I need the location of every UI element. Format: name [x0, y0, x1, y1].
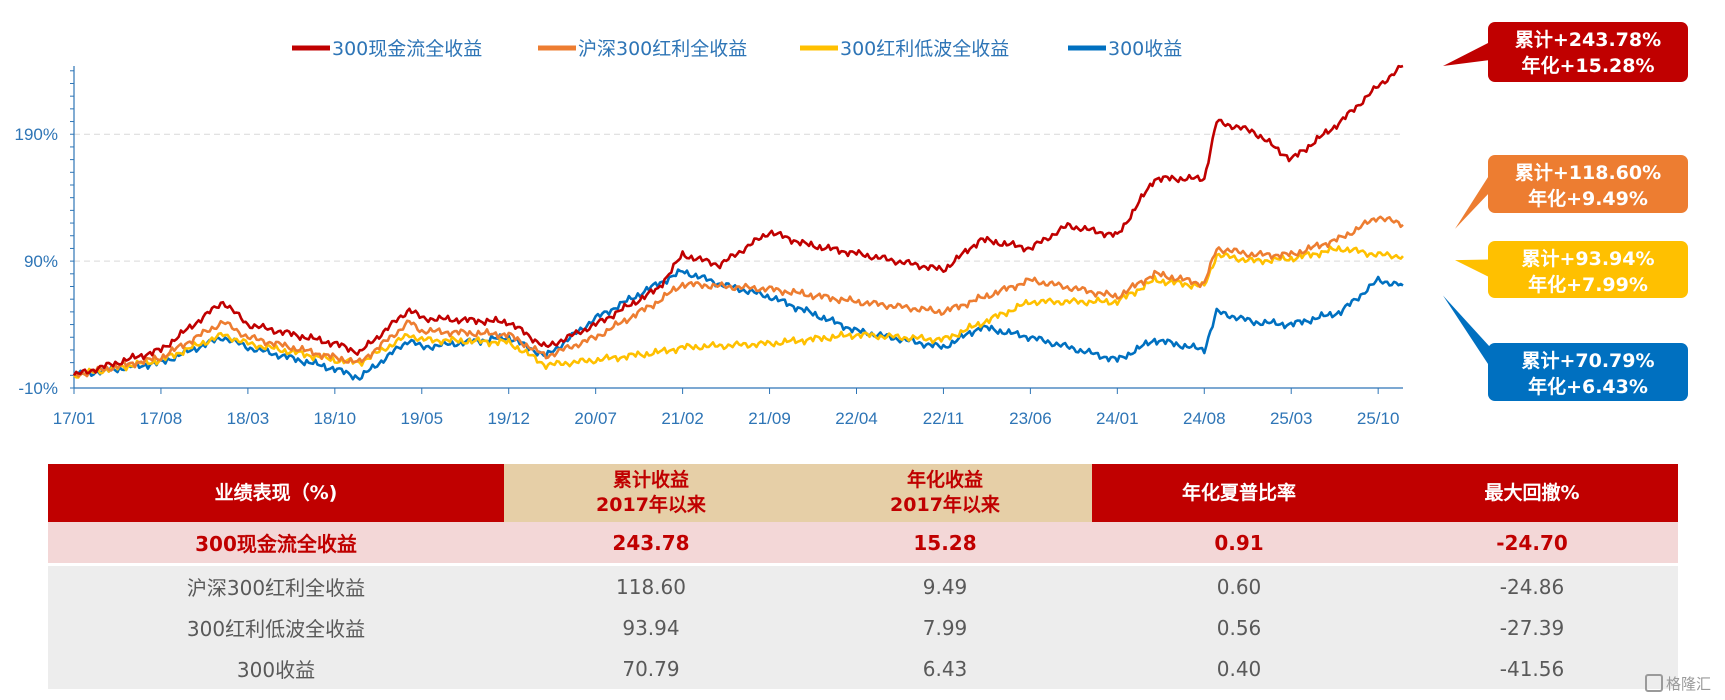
glh-logo-icon: [1644, 674, 1663, 692]
cumulative-value: 93.94: [504, 607, 798, 648]
series-line-1: [72, 64, 1404, 377]
watermark-text: 格隆汇: [1665, 675, 1711, 693]
annualized-value: 7.99: [798, 607, 1092, 648]
series-lines: [72, 64, 1404, 381]
callout-pointer: [1455, 259, 1490, 278]
annualized-value: 6.43: [798, 648, 1092, 689]
x-tick-label: 19/12: [487, 409, 530, 428]
callout-cumulative: 累计+243.78%: [1515, 29, 1661, 51]
x-tick-label: 21/09: [748, 409, 791, 428]
x-tick-label: 22/11: [923, 409, 964, 428]
legend: 300现金流全收益 沪深300红利全收益 300红利低波全收益 300收益: [292, 38, 1182, 60]
header-performance: 业绩表现（%): [48, 464, 504, 522]
header-annualized-return: 年化收益 2017年以来: [798, 464, 1092, 522]
series-line-3: [73, 245, 1404, 379]
header-cumulative-return: 累计收益 2017年以来: [504, 464, 798, 522]
callout-pointer: [1455, 174, 1490, 229]
header-sharpe-ratio: 年化夏普比率: [1092, 464, 1386, 522]
callout-1: 累计+243.78% 年化+15.28%: [1443, 22, 1688, 82]
axes: -10% 90% 190% 17/01 17/08 18/03 18/10 19/05 19/1…: [15, 66, 1403, 428]
legend-label: 沪深300红利全收益: [578, 38, 747, 60]
drawdown-value: -41.56: [1386, 648, 1678, 689]
watermark: 格隆汇: [1644, 673, 1711, 694]
row-name: 300红利低波全收益: [48, 607, 504, 648]
x-tick-label: 22/04: [835, 409, 878, 428]
x-tick-label: 21/02: [661, 409, 704, 428]
x-tick-label: 18/03: [227, 409, 270, 428]
drawdown-value: -24.86: [1386, 563, 1678, 607]
callout-pointer: [1443, 42, 1490, 66]
table-header-row: 业绩表现（%) 累计收益 2017年以来 年化收益 2017年以来 年化夏普比率…: [48, 464, 1678, 522]
callout-annualized: 年化+7.99%: [1528, 273, 1648, 296]
sharpe-value: 0.91: [1092, 522, 1386, 565]
row-name: 沪深300红利全收益: [48, 563, 504, 607]
callout-annualized: 年化+9.49%: [1528, 187, 1648, 210]
callout-cumulative: 累计+70.79%: [1521, 350, 1654, 372]
callout-2: 累计+118.60% 年化+9.49%: [1455, 155, 1688, 229]
cumulative-value: 118.60: [504, 563, 798, 607]
x-tick-label: 17/01: [53, 409, 96, 428]
table-row: 300现金流全收益 243.78 15.28 0.91 -24.70: [48, 522, 1678, 565]
legend-label: 300现金流全收益: [332, 38, 482, 60]
callout-3: 累计+93.94% 年化+7.99%: [1455, 241, 1688, 298]
series-line-2: [73, 215, 1404, 378]
sharpe-value: 0.60: [1092, 563, 1386, 607]
callout-box: [1488, 241, 1688, 298]
annualized-value: 9.49: [798, 563, 1092, 607]
callout-4: 累计+70.79% 年化+6.43%: [1443, 295, 1688, 401]
x-tick-label: 24/08: [1183, 409, 1226, 428]
table-row: 沪深300红利全收益 118.60 9.49 0.60 -24.86: [48, 563, 1678, 607]
sharpe-value: 0.56: [1092, 607, 1386, 648]
callout-cumulative: 累计+118.60%: [1515, 162, 1661, 184]
performance-table: 业绩表现（%) 累计收益 2017年以来 年化收益 2017年以来 年化夏普比率…: [48, 464, 1678, 689]
x-tick-label: 19/05: [401, 409, 444, 428]
callout-cumulative: 累计+93.94%: [1521, 248, 1654, 270]
sharpe-value: 0.40: [1092, 648, 1386, 689]
x-tick-label: 25/03: [1270, 409, 1313, 428]
y-tick-label: 190%: [15, 125, 58, 144]
x-tick-label: 18/10: [314, 409, 357, 428]
callout-pointer: [1443, 295, 1490, 367]
x-tick-label: 23/06: [1009, 409, 1052, 428]
callout-annualized: 年化+15.28%: [1521, 54, 1654, 77]
legend-label: 300红利低波全收益: [840, 38, 1009, 60]
line-chart: -10% 90% 190% 17/01 17/08 18/03 18/10 19/05 19/1…: [15, 22, 1688, 428]
callout-annualized: 年化+6.43%: [1528, 375, 1648, 398]
callout-box: [1488, 343, 1688, 401]
gridlines: [74, 133, 1403, 262]
legend-label: 300收益: [1108, 38, 1182, 60]
cumulative-value: 243.78: [504, 522, 798, 565]
drawdown-value: -24.70: [1386, 522, 1678, 565]
callout-box: [1488, 155, 1688, 213]
x-tick-label: 25/10: [1357, 409, 1400, 428]
callouts: 累计+243.78%年化+15.28%累计+118.60%年化+9.49%累计+…: [1443, 22, 1688, 401]
x-tick-label: 20/07: [574, 409, 617, 428]
annualized-value: 15.28: [798, 522, 1092, 565]
table-row: 300红利低波全收益 93.94 7.99 0.56 -27.39: [48, 607, 1678, 648]
drawdown-value: -27.39: [1386, 607, 1678, 648]
cumulative-value: 70.79: [504, 648, 798, 689]
row-name: 300现金流全收益: [48, 522, 504, 565]
y-tick-label: 90%: [24, 252, 58, 271]
table-row: 300收益 70.79 6.43 0.40 -41.56: [48, 648, 1678, 689]
y-tick-label: -10%: [18, 379, 58, 398]
x-tick-label: 24/01: [1096, 409, 1139, 428]
x-tick-label: 17/08: [140, 409, 183, 428]
header-max-drawdown: 最大回撤%: [1386, 464, 1678, 522]
series-line-4: [73, 268, 1404, 381]
row-name: 300收益: [48, 648, 504, 689]
callout-box: [1488, 22, 1688, 82]
